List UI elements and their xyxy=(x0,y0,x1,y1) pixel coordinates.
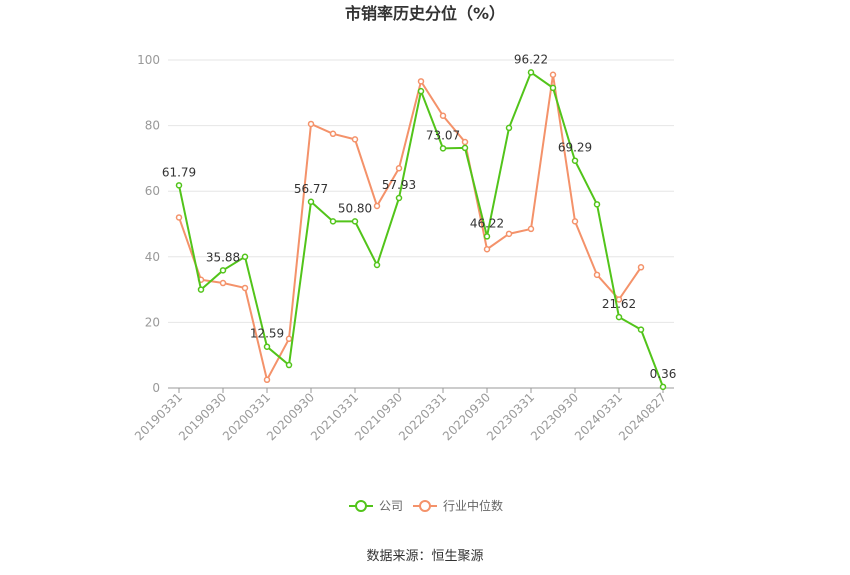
data-source: 数据来源：恒生聚源 xyxy=(366,549,483,564)
data-label: 96.22 xyxy=(514,52,548,66)
data-point-company xyxy=(483,233,491,240)
data-point-company xyxy=(351,218,359,225)
data-point-company xyxy=(659,383,667,391)
data-point-industry xyxy=(637,264,645,271)
data-label: 61.79 xyxy=(162,165,196,179)
data-label: 12.59 xyxy=(250,327,284,341)
data-point-company xyxy=(571,157,579,164)
y-tick-label: 80 xyxy=(145,119,160,133)
data-label: 73.07 xyxy=(426,128,460,142)
legend-industry-label: 行业中位数 xyxy=(443,498,503,513)
data-point-company xyxy=(439,145,447,152)
axes: 0204060801002019033120190930202003312020… xyxy=(132,53,674,443)
data-point-company xyxy=(461,144,469,152)
data-point-company xyxy=(329,218,337,225)
data-point-company xyxy=(615,313,623,321)
data-point-industry xyxy=(461,138,469,146)
legend-company-label: 公司 xyxy=(379,499,403,513)
y-tick-label: 20 xyxy=(145,315,160,329)
data-point-industry xyxy=(263,376,271,384)
legend-industry-marker xyxy=(419,500,431,512)
data-point-industry xyxy=(439,112,447,120)
data-point-company xyxy=(417,87,425,95)
data-point-company xyxy=(373,261,381,269)
data-point-industry xyxy=(593,271,601,279)
chart-title: 市销率历史分位（%） xyxy=(345,4,505,23)
data-point-industry xyxy=(417,78,425,85)
x-tick-label: 20240827 xyxy=(616,390,669,443)
data-point-industry xyxy=(351,136,359,143)
data-label: 69.29 xyxy=(558,141,592,155)
legend[interactable]: 公司 行业中位数 xyxy=(349,498,503,513)
data-point-company xyxy=(175,182,183,189)
data-label: 0.36 xyxy=(650,367,677,381)
legend-company-marker xyxy=(355,500,367,512)
series xyxy=(175,69,667,391)
data-point-company xyxy=(197,286,205,293)
data-labels: 61.79 35.88 12.59 56.77 50.80 57.93 73.07 46.22… xyxy=(162,52,677,380)
legend-item-company[interactable]: 公司 xyxy=(349,499,403,513)
data-point-company xyxy=(395,194,403,202)
data-point-industry xyxy=(571,218,579,225)
data-point-industry xyxy=(307,120,315,128)
y-tick-label: 0 xyxy=(152,381,160,395)
y-tick-label: 40 xyxy=(145,250,160,264)
data-point-industry xyxy=(175,214,183,221)
data-point-company xyxy=(263,343,271,350)
grid xyxy=(168,59,674,323)
data-point-industry xyxy=(241,284,249,292)
data-label: 50.80 xyxy=(338,201,372,215)
legend-item-industry[interactable]: 行业中位数 xyxy=(413,498,503,513)
data-point-company xyxy=(241,253,249,261)
data-point-company xyxy=(549,84,557,92)
data-point-company xyxy=(527,69,535,76)
data-label: 35.88 xyxy=(206,250,240,264)
data-point-company xyxy=(593,201,601,208)
series-line-industry xyxy=(178,74,642,383)
data-point-industry xyxy=(285,335,293,343)
data-point-company xyxy=(285,361,293,369)
data-point-industry xyxy=(395,164,403,172)
y-tick-label: 60 xyxy=(145,184,160,198)
data-point-company xyxy=(219,267,227,274)
data-label: 21.62 xyxy=(602,297,636,311)
data-point-industry xyxy=(527,225,535,233)
data-label: 46.22 xyxy=(470,216,504,230)
data-point-industry xyxy=(483,246,491,253)
data-point-company xyxy=(307,198,315,206)
data-point-industry xyxy=(505,230,513,238)
data-point-company xyxy=(637,326,645,333)
data-point-industry xyxy=(549,71,557,79)
data-point-industry xyxy=(219,279,227,287)
data-label: 57.93 xyxy=(382,178,416,192)
data-point-company xyxy=(505,124,513,132)
data-point-industry xyxy=(329,130,337,138)
data-point-industry xyxy=(373,202,381,210)
data-label: 56.77 xyxy=(294,182,328,196)
y-tick-label: 100 xyxy=(137,53,160,67)
